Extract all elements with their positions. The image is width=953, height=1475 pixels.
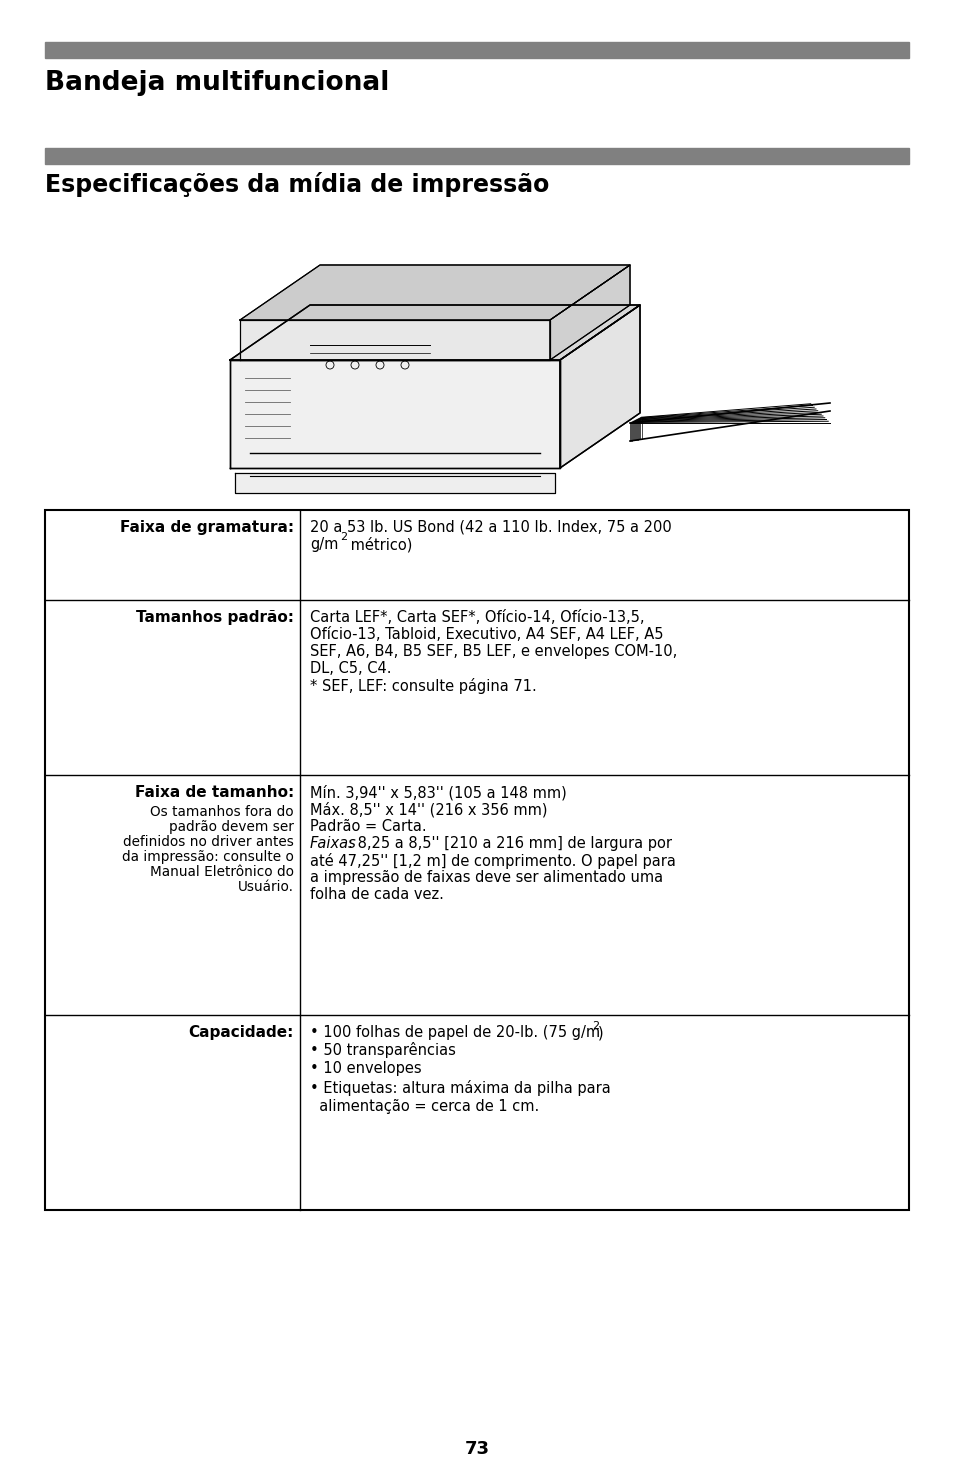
Text: folha de cada vez.: folha de cada vez. xyxy=(310,886,443,903)
Polygon shape xyxy=(240,266,629,320)
Text: 2: 2 xyxy=(591,1021,598,1031)
Text: Faixa de gramatura:: Faixa de gramatura: xyxy=(120,521,294,535)
Text: 20 a 53 lb. US Bond (42 a 110 lb. Index, 75 a 200: 20 a 53 lb. US Bond (42 a 110 lb. Index,… xyxy=(310,521,671,535)
Text: SEF, A6, B4, B5 SEF, B5 LEF, e envelopes COM-10,: SEF, A6, B4, B5 SEF, B5 LEF, e envelopes… xyxy=(310,645,677,659)
Text: Carta LEF*, Carta SEF*, Ofício-14, Ofício-13,5,: Carta LEF*, Carta SEF*, Ofício-14, Ofíci… xyxy=(310,611,643,625)
Polygon shape xyxy=(230,305,639,360)
Text: Usuário.: Usuário. xyxy=(237,881,294,894)
Text: 73: 73 xyxy=(464,1440,489,1457)
Polygon shape xyxy=(234,473,555,493)
Text: 2: 2 xyxy=(339,532,347,541)
Polygon shape xyxy=(550,266,629,360)
Text: Ofício-13, Tabloid, Executivo, A4 SEF, A4 LEF, A5: Ofício-13, Tabloid, Executivo, A4 SEF, A… xyxy=(310,627,662,642)
Polygon shape xyxy=(559,305,639,468)
Text: DL, C5, C4.: DL, C5, C4. xyxy=(310,661,391,676)
Text: : 8,25 a 8,5'' [210 a 216 mm] de largura por: : 8,25 a 8,5'' [210 a 216 mm] de largura… xyxy=(348,836,671,851)
Text: Bandeja multifuncional: Bandeja multifuncional xyxy=(45,69,389,96)
Text: da impressão: consulte o: da impressão: consulte o xyxy=(122,850,294,864)
Text: padrão devem ser: padrão devem ser xyxy=(169,820,294,833)
Text: Mín. 3,94'' x 5,83'' (105 a 148 mm): Mín. 3,94'' x 5,83'' (105 a 148 mm) xyxy=(310,785,566,801)
Text: Tamanhos padrão:: Tamanhos padrão: xyxy=(135,611,294,625)
Text: a impressão de faixas deve ser alimentado uma: a impressão de faixas deve ser alimentad… xyxy=(310,870,662,885)
Text: Faixas: Faixas xyxy=(310,836,356,851)
Text: Faixa de tamanho:: Faixa de tamanho: xyxy=(134,785,294,799)
Text: até 47,25'' [1,2 m] de comprimento. O papel para: até 47,25'' [1,2 m] de comprimento. O pa… xyxy=(310,853,675,869)
Text: • 50 transparências: • 50 transparências xyxy=(310,1041,456,1058)
Polygon shape xyxy=(240,320,550,360)
Text: • 100 folhas de papel de 20-lb. (75 g/m: • 100 folhas de papel de 20-lb. (75 g/m xyxy=(310,1025,599,1040)
Bar xyxy=(45,510,908,1210)
Bar xyxy=(45,41,908,58)
Text: métrico): métrico) xyxy=(346,537,412,553)
Text: • 10 envelopes: • 10 envelopes xyxy=(310,1061,421,1075)
Text: g/m: g/m xyxy=(310,537,338,552)
Bar xyxy=(45,148,908,164)
Text: alimentação = cerca de 1 cm.: alimentação = cerca de 1 cm. xyxy=(310,1099,538,1114)
Text: Capacidade:: Capacidade: xyxy=(189,1025,294,1040)
Text: Os tamanhos fora do: Os tamanhos fora do xyxy=(150,805,294,819)
Text: definidos no driver antes: definidos no driver antes xyxy=(123,835,294,850)
Text: * SEF, LEF: consulte página 71.: * SEF, LEF: consulte página 71. xyxy=(310,678,537,695)
Text: Manual Eletrônico do: Manual Eletrônico do xyxy=(150,864,294,879)
Text: ): ) xyxy=(598,1025,603,1040)
Polygon shape xyxy=(230,360,559,468)
Text: Especificações da mídia de impressão: Especificações da mídia de impressão xyxy=(45,173,549,198)
Text: Máx. 8,5'' x 14'' (216 x 356 mm): Máx. 8,5'' x 14'' (216 x 356 mm) xyxy=(310,802,547,817)
Text: Padrão = Carta.: Padrão = Carta. xyxy=(310,819,426,833)
Text: • Etiquetas: altura máxima da pilha para: • Etiquetas: altura máxima da pilha para xyxy=(310,1080,610,1096)
